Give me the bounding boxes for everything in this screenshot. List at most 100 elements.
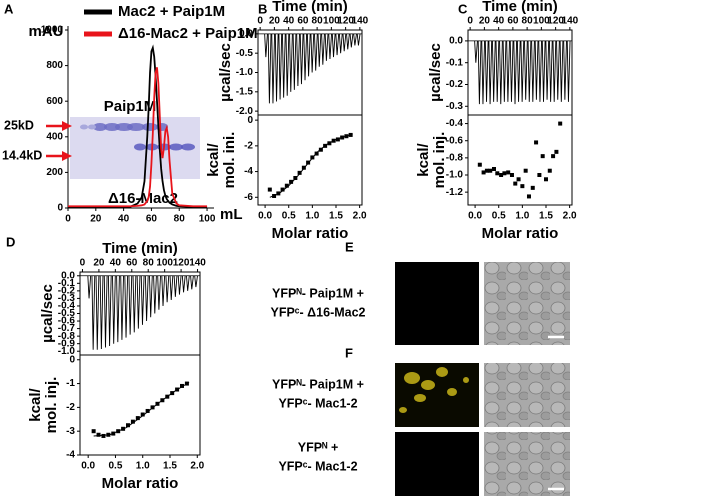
y-axis-label: kcal/ xyxy=(27,387,44,421)
injection-peak xyxy=(548,40,553,102)
y-tick-label: -2 xyxy=(66,402,75,413)
injection-peak xyxy=(338,33,343,54)
injection-peak xyxy=(545,40,550,100)
injection-peak xyxy=(335,33,340,56)
x-tick-label: 1.5 xyxy=(539,211,553,222)
x-tick-label: 1.0 xyxy=(515,211,529,222)
x-tick-label: 40 xyxy=(110,258,122,269)
y-tick-label: -0.5 xyxy=(58,308,76,319)
gel-inset xyxy=(70,117,200,179)
injection-peak xyxy=(140,275,145,325)
x-tick-label: 60 xyxy=(507,16,519,27)
injection-peak xyxy=(541,40,546,102)
x-tick-label: 0 xyxy=(65,214,71,225)
injection-peak xyxy=(552,40,557,102)
y-tick-label: -0.8 xyxy=(58,331,76,342)
injection-peak xyxy=(112,275,116,344)
y-axis-label: kcal/ xyxy=(205,142,222,176)
injection-peak xyxy=(169,275,174,300)
injection-peak xyxy=(289,33,293,92)
panel-letter: F xyxy=(345,345,353,360)
data-point xyxy=(297,170,302,175)
y-tick-label: -0.4 xyxy=(446,118,464,129)
y-tick-label: -3 xyxy=(66,426,75,437)
x-tick-label: 0 xyxy=(80,258,86,269)
injection-peak xyxy=(107,275,112,346)
plot-frame xyxy=(467,114,573,206)
panel-letter: E xyxy=(345,239,354,254)
data-point xyxy=(331,138,336,143)
injection-peak xyxy=(303,33,308,81)
data-point xyxy=(145,408,150,413)
brightfield-image xyxy=(484,432,570,496)
injection-peak xyxy=(161,275,166,306)
data-point xyxy=(184,381,189,386)
y-axis-label: mol. inj. xyxy=(431,132,448,189)
data-point xyxy=(175,387,180,392)
panel-letter: B xyxy=(258,1,267,16)
x-tick-label: 0.5 xyxy=(492,211,506,222)
data-point xyxy=(502,171,507,176)
y-tick-label: -0.3 xyxy=(446,101,464,112)
y-axis-label: µcal/sec xyxy=(427,43,444,102)
data-point xyxy=(492,167,496,171)
gel-band xyxy=(88,124,96,130)
x-tick-label: 0.0 xyxy=(468,211,482,222)
data-point xyxy=(318,147,323,152)
x-tick-label: 2.0 xyxy=(190,461,204,472)
y-tick-label: -0.3 xyxy=(58,293,76,304)
y-tick-label: 800 xyxy=(46,60,63,71)
x-tick-label: 20 xyxy=(93,258,105,269)
y-tick-label: -4 xyxy=(66,450,75,461)
x-tick-label: 1.0 xyxy=(305,211,319,222)
x-tick-label: 20 xyxy=(269,16,281,27)
injection-peak xyxy=(321,33,325,65)
data-point xyxy=(150,405,155,410)
x-tick-label: 40 xyxy=(283,16,295,27)
data-point xyxy=(96,432,101,437)
data-point xyxy=(509,173,514,177)
injection-peak xyxy=(186,275,190,291)
panel-letter: C xyxy=(458,1,468,16)
injection-peak xyxy=(103,275,108,348)
data-point xyxy=(327,141,332,146)
panel-e: E YFPᴺ- Paip1M + YFPᶜ- Δ16-Mac2 xyxy=(270,239,570,345)
injection-peak xyxy=(349,33,354,48)
data-point xyxy=(323,143,328,148)
panel-letter: D xyxy=(6,234,15,249)
x-tick-label: 1.5 xyxy=(163,461,177,472)
data-point xyxy=(130,419,135,424)
data-point xyxy=(106,432,111,437)
injection-peak xyxy=(342,33,347,52)
injection-peak xyxy=(149,275,153,318)
injection-peak xyxy=(267,33,272,104)
injection-peak xyxy=(285,33,290,96)
gel-band xyxy=(93,123,107,131)
x-tick-label: 40 xyxy=(118,214,130,225)
condition-label: YFPᶜ- Mac1-2 xyxy=(278,459,357,473)
x-tick-label: 80 xyxy=(312,16,324,27)
legend-label: Mac2 + Paip1M xyxy=(118,3,225,20)
y-tick-label: -2.0 xyxy=(236,106,254,117)
y-tick-label: 600 xyxy=(46,96,63,107)
data-point xyxy=(534,140,539,145)
data-point xyxy=(165,394,170,399)
x-tick-label: 0 xyxy=(467,16,473,27)
injection-peak xyxy=(527,40,532,102)
data-point xyxy=(544,177,548,182)
injection-peak xyxy=(310,33,315,73)
data-point xyxy=(513,181,518,186)
data-point xyxy=(126,423,130,428)
size-marker: 14.4kD xyxy=(2,148,42,162)
data-point xyxy=(540,154,545,159)
gel-band xyxy=(127,123,145,131)
injection-peak xyxy=(314,33,318,71)
x-tick-label: 60 xyxy=(297,16,309,27)
injection-peak xyxy=(506,40,510,102)
panel-f: F YFPᴺ- Paip1M + YFPᶜ- Mac1-2 YFPᴺ + YFP… xyxy=(272,345,570,496)
injection-peak xyxy=(488,40,493,105)
x-tick-label: 120 xyxy=(547,16,564,27)
injection-peak xyxy=(559,40,564,102)
injection-peak xyxy=(120,275,124,340)
